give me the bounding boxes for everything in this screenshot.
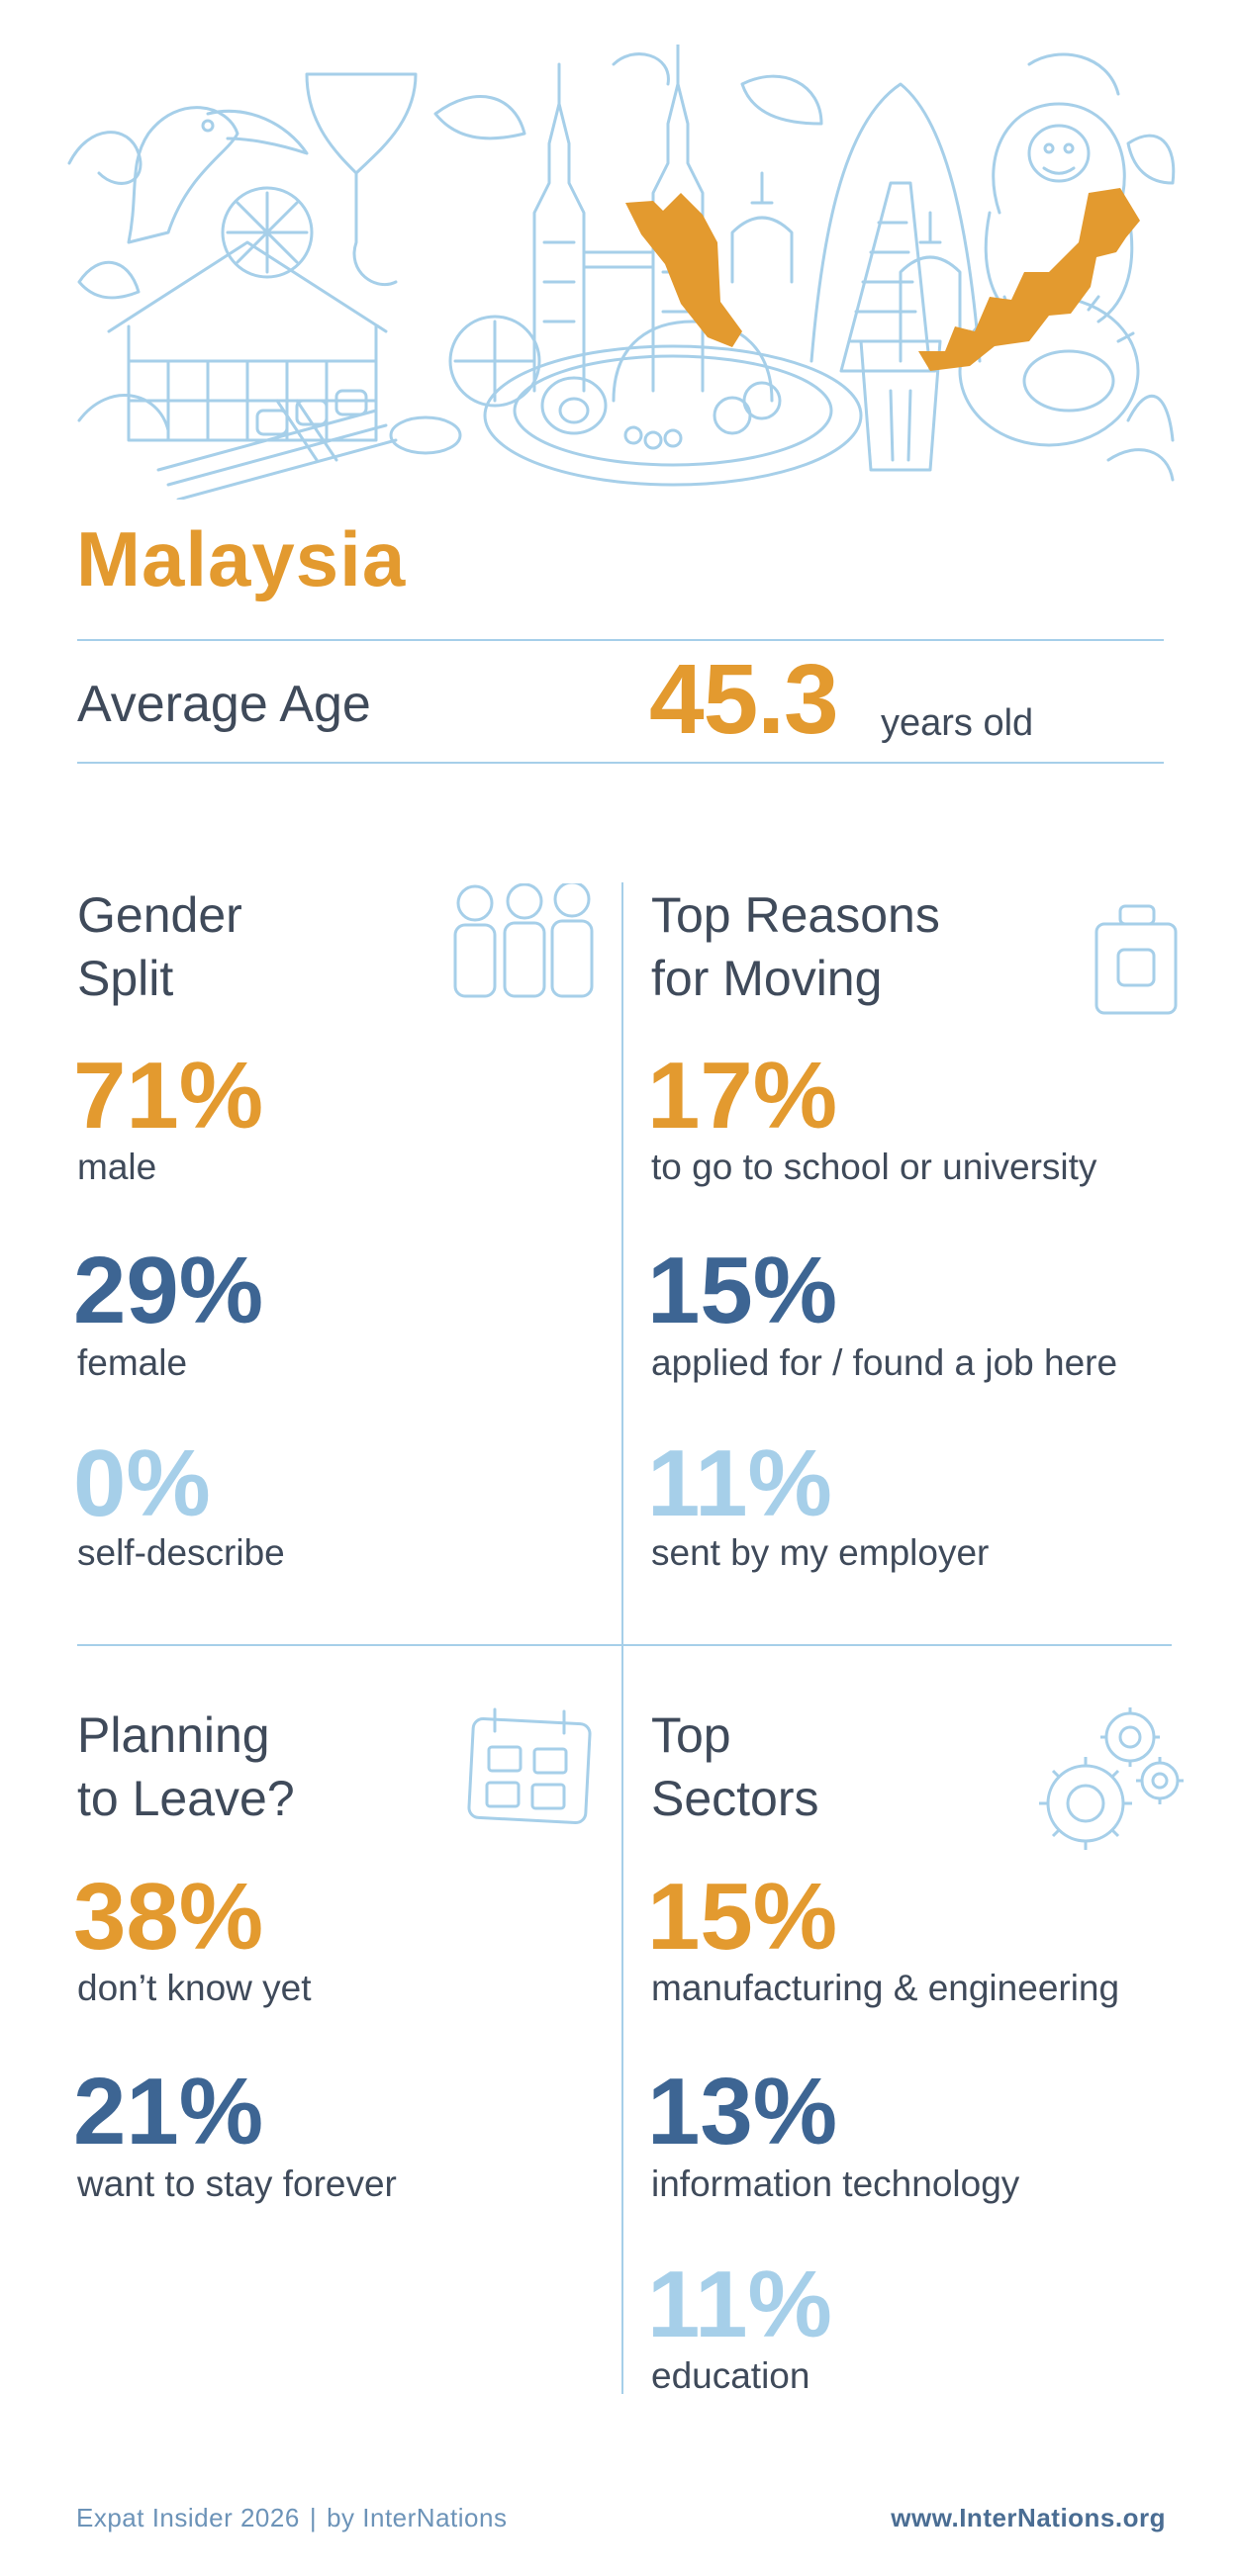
vertical-divider (621, 1646, 623, 2394)
reason-school-label: to go to school or university (651, 1147, 1097, 1187)
temple-icon (730, 171, 962, 363)
people-icon (453, 883, 594, 998)
divider (77, 639, 1164, 641)
horizontal-divider (77, 1644, 1172, 1646)
suitcase-icon (1094, 904, 1178, 1015)
leave-stay-forever-pct: 21% (73, 2059, 264, 2164)
reason-job-label: applied for / found a job here (651, 1342, 1118, 1383)
satay-icon (156, 389, 462, 500)
vertical-divider (621, 882, 623, 1644)
top-sectors-title: Top Sectors (651, 1707, 819, 1826)
reason-school-pct: 17% (647, 1043, 838, 1149)
gender-self-describe-pct: 0% (73, 1430, 211, 1536)
leave-dont-know-label: don’t know yet (77, 1968, 312, 2008)
reason-employer-label: sent by my employer (651, 1532, 990, 1573)
malaysia-map-icon (625, 188, 1140, 371)
house-icon (107, 240, 388, 462)
hibiscus-icon (221, 186, 541, 408)
petronas-towers-icon (532, 45, 705, 393)
average-age-value: 45.3 (649, 644, 839, 755)
glass-icon (859, 339, 942, 472)
gender-male-label: male (77, 1147, 157, 1187)
country-title: Malaysia (76, 515, 407, 602)
reason-employer-pct: 11% (647, 1430, 832, 1536)
gender-male-pct: 71% (73, 1043, 264, 1149)
leave-stay-forever-label: want to stay forever (77, 2163, 397, 2204)
footer-source: Expat Insider 2026 | by InterNations (76, 2503, 508, 2532)
gender-split-title: Gender Split (77, 887, 242, 1006)
sector-education-pct: 11% (647, 2252, 832, 2357)
nasi-lemak-icon (483, 320, 863, 487)
average-age-label: Average Age (77, 676, 371, 733)
sector-education-label: education (651, 2355, 810, 2396)
footer-url-link[interactable]: www.InterNations.org (891, 2503, 1166, 2532)
sector-manufacturing-pct: 15% (647, 1864, 838, 1970)
average-age-unit: years old (881, 702, 1034, 744)
planning-to-leave-title: Planning to Leave? (77, 1707, 295, 1826)
hornbill-icon (127, 106, 309, 244)
hero-illustration (67, 45, 1176, 500)
calendar-icon (467, 1707, 592, 1825)
leave-dont-know-pct: 38% (73, 1864, 264, 1970)
gender-self-describe-label: self-describe (77, 1532, 285, 1573)
divider (77, 762, 1164, 764)
reason-job-pct: 15% (647, 1238, 838, 1343)
gender-female-label: female (77, 1342, 188, 1383)
gender-female-pct: 29% (73, 1238, 264, 1343)
sector-it-pct: 13% (647, 2059, 838, 2164)
top-reasons-title: Top Reasons for Moving (651, 887, 940, 1006)
sector-it-label: information technology (651, 2163, 1020, 2204)
sector-manufacturing-label: manufacturing & engineering (651, 1968, 1120, 2008)
gears-icon (1039, 1707, 1184, 1850)
